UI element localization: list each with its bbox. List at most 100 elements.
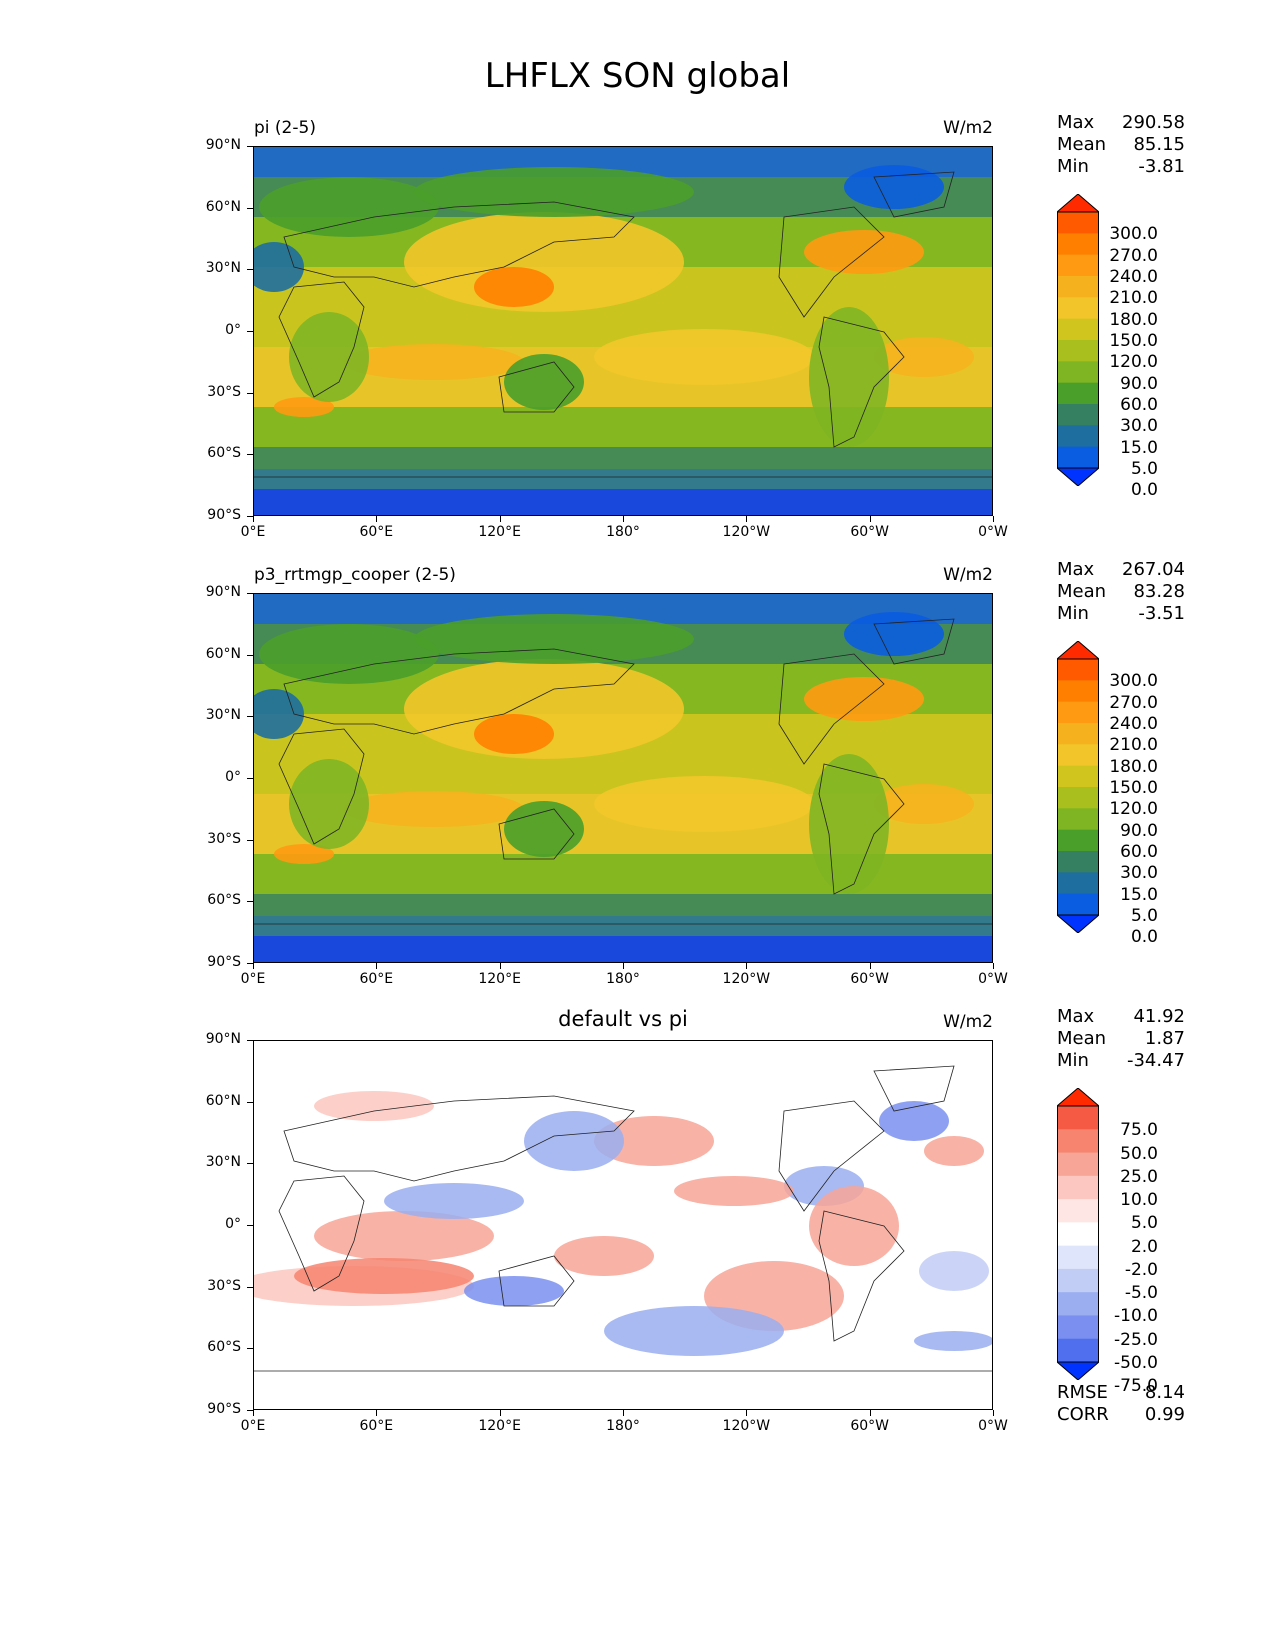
y-tick-mark: [247, 963, 253, 964]
x-tick-label: 60°E: [359, 1418, 394, 1434]
y-tick-mark: [247, 839, 253, 841]
x-tick-label: 120°E: [478, 971, 521, 987]
y-tick-label: 60°N: [205, 1092, 241, 1109]
field-blob: [809, 754, 889, 894]
x-tick-label: 120°W: [722, 524, 771, 540]
y-tick-mark: [247, 516, 253, 517]
y-tick-label: 90°S: [207, 1401, 241, 1417]
units-label: W/m2: [943, 118, 993, 138]
colorbar-frame: [1057, 1105, 1099, 1363]
y-tick-label: 60°S: [207, 1339, 241, 1356]
y-tick-label: 30°N: [205, 260, 241, 277]
y-tick-label: 60°N: [205, 645, 241, 662]
colorbar-tick-label: 15.0: [1120, 437, 1158, 458]
colorbar-extend-min: [1055, 467, 1101, 487]
colorbar-segment: [1057, 1106, 1099, 1130]
stats-box: Max 41.92 Mean 1.87 Min -34.47: [1057, 1006, 1185, 1072]
y-tick-mark: [247, 1410, 253, 1411]
x-tick-mark: [253, 516, 254, 522]
panel-title: default vs pi: [558, 1007, 688, 1031]
stat-value: -3.81: [1138, 156, 1185, 177]
field-blob: [344, 791, 524, 827]
y-tick-mark: [247, 207, 253, 209]
x-tick-label: 120°E: [478, 1418, 521, 1434]
x-tick-label: 60°W: [850, 524, 889, 540]
colorbar-tick-label: 270.0: [1109, 692, 1158, 713]
stat-value: 290.58: [1122, 112, 1185, 133]
x-tick-label: 120°W: [722, 971, 771, 987]
stat-max: Max 290.58: [1057, 112, 1185, 134]
field-blob: [844, 612, 944, 656]
stat-value: 83.28: [1133, 581, 1185, 602]
field-blob: [464, 1276, 564, 1306]
x-tick-mark: [623, 516, 624, 522]
field-blob: [604, 1306, 784, 1356]
x-tick-mark: [869, 1410, 871, 1416]
x-tick-label: 120°E: [478, 524, 521, 540]
field-band: [254, 936, 992, 962]
colorbar-segment: [1057, 1315, 1099, 1340]
x-tick-mark: [253, 963, 254, 969]
stat-label: Max: [1057, 559, 1095, 580]
y-tick-label: 60°S: [207, 445, 241, 462]
colorbar-tick-label: 270.0: [1109, 245, 1158, 266]
x-tick-label: 0°E: [240, 971, 266, 987]
stat-corr: CORR 0.99: [1057, 1404, 1185, 1426]
x-tick-mark: [993, 1410, 994, 1416]
y-tick-label: 90°S: [207, 954, 241, 970]
colorbar-tick-label: 150.0: [1109, 331, 1158, 351]
field-blob: [274, 397, 334, 417]
colorbar-labels: 300.0 270.0 240.0 210.0 180.0 150.0 120.0 90.0 6…: [1100, 641, 1158, 947]
colorbar-tick-label: 240.0: [1109, 267, 1158, 287]
colorbar-segment: [1057, 765, 1099, 788]
colorbar-tick-label: 210.0: [1109, 288, 1158, 309]
colorbar-extend-max: [1055, 193, 1101, 213]
field-blob: [809, 1186, 899, 1266]
colorbar-tick-label: -10.0: [1114, 1306, 1158, 1327]
colorbar-segment: [1057, 212, 1099, 234]
colorbar-tick-label: 30.0: [1120, 863, 1158, 884]
colorbar-segment: [1057, 361, 1099, 384]
y-tick-mark: [247, 778, 253, 779]
colorbar-segment: [1057, 851, 1099, 873]
colorbar-tick-label: 0.0: [1130, 480, 1158, 501]
field-blob: [879, 1101, 949, 1141]
colorbar-tick-label: 120.0: [1109, 352, 1158, 373]
y-tick-mark: [247, 1163, 253, 1165]
y-tick-mark: [247, 146, 253, 147]
map-plot: [253, 1040, 993, 1410]
colorbar-segment: [1057, 1199, 1099, 1223]
stat-max: Max 41.92: [1057, 1006, 1185, 1028]
colorbar-tick-label: 30.0: [1120, 416, 1158, 437]
stat-rmse: RMSE 8.14: [1057, 1382, 1185, 1404]
coastline: [498, 361, 575, 413]
field-band: [254, 447, 992, 469]
x-tick-mark: [746, 963, 748, 969]
y-tick-mark: [247, 716, 253, 718]
stat-label: Min: [1057, 1050, 1089, 1071]
y-tick-label: 0°: [225, 322, 241, 338]
colorbar-tick-label: 50.0: [1120, 1143, 1158, 1164]
field-blob: [914, 1331, 992, 1351]
coastline: [278, 1175, 365, 1292]
colorbar-tick-label: 180.0: [1109, 309, 1158, 330]
coastline: [818, 1210, 905, 1342]
colorbar-segment: [1057, 1245, 1099, 1270]
x-tick-mark: [253, 1410, 254, 1416]
y-tick-label: 90°N: [205, 584, 241, 600]
field-band: [254, 894, 992, 916]
field-blob: [594, 1116, 714, 1166]
coastline: [278, 728, 365, 845]
x-tick-label: 60°W: [850, 1418, 889, 1434]
colorbar-segment: [1057, 404, 1099, 426]
stat-label: CORR: [1057, 1404, 1109, 1425]
x-tick-mark: [499, 516, 501, 522]
colorbar-segment: [1057, 1222, 1099, 1247]
x-tick-label: 0°E: [240, 1418, 266, 1434]
field-blob: [844, 165, 944, 209]
colorbar-extend-min: [1055, 914, 1101, 934]
field-blob: [809, 307, 889, 447]
colorbar-segment: [1057, 318, 1099, 341]
y-tick-label: 30°S: [207, 830, 241, 847]
stat-value: 41.92: [1133, 1006, 1185, 1027]
